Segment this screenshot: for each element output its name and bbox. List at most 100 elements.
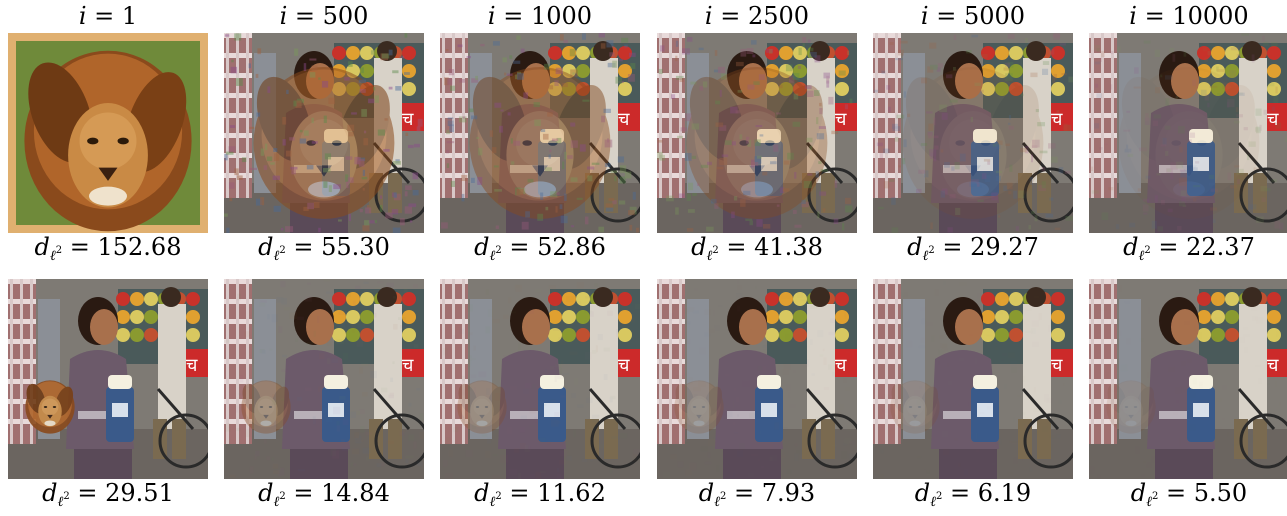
distance-norm-symbol: ℓ bbox=[1146, 494, 1153, 510]
distance-norm-symbol: ℓ bbox=[273, 248, 280, 264]
water-bottle bbox=[538, 129, 566, 196]
bicycle bbox=[156, 388, 208, 469]
distance-norm-symbol: ℓ bbox=[1138, 248, 1145, 264]
bicycle bbox=[372, 388, 424, 469]
image-render: च bbox=[1089, 279, 1287, 479]
svg-text:च: च bbox=[1051, 109, 1063, 130]
adversarial-image-tile: च bbox=[440, 279, 640, 479]
distance-value: 7.93 bbox=[761, 479, 816, 507]
distance-norm-power: 2 bbox=[279, 245, 286, 256]
header-variable: i bbox=[1129, 2, 1137, 30]
distance-norm-power: 2 bbox=[720, 491, 727, 502]
lion-figure bbox=[890, 380, 940, 434]
image-render: च bbox=[873, 279, 1073, 479]
distance-subscript: ℓ2 bbox=[922, 245, 935, 264]
distance-caption: dℓ2 = 152.68 bbox=[1, 233, 215, 270]
distance-caption: dℓ2 = 11.62 bbox=[433, 479, 647, 516]
plaid-person bbox=[657, 279, 685, 444]
distance-equals: = bbox=[934, 233, 971, 261]
distance-symbol: d bbox=[698, 479, 715, 507]
lion-patch bbox=[890, 380, 940, 434]
distance-norm-symbol: ℓ bbox=[930, 494, 937, 510]
svg-text:च: च bbox=[1267, 355, 1279, 376]
bicycle bbox=[805, 388, 857, 469]
image-render: च bbox=[440, 33, 640, 233]
header-variable: i bbox=[920, 2, 929, 30]
lion-patch bbox=[241, 380, 291, 434]
plaid-person bbox=[224, 33, 252, 198]
adversarial-image-tile: च bbox=[224, 33, 424, 233]
bicycle bbox=[1237, 388, 1287, 469]
svg-text:च: च bbox=[618, 109, 630, 130]
distance-subscript: ℓ2 bbox=[707, 245, 719, 264]
noise-layer bbox=[873, 33, 1073, 233]
adversarial-image-tile: च bbox=[657, 279, 857, 479]
adversarial-image-tile: च bbox=[224, 279, 424, 479]
distance-norm-symbol: ℓ bbox=[922, 248, 929, 264]
svg-text:च: च bbox=[186, 355, 198, 376]
plaid-person bbox=[440, 279, 468, 444]
lion-patch bbox=[25, 380, 75, 434]
distance-subscript: ℓ2 bbox=[714, 491, 727, 510]
distance-caption: dℓ2 = 14.84 bbox=[217, 479, 431, 516]
distance-subscript: ℓ2 bbox=[490, 491, 502, 510]
lion-figure bbox=[25, 380, 75, 434]
header-iteration-value: 1000 bbox=[530, 2, 593, 30]
water-bottle bbox=[1187, 375, 1215, 442]
distance-caption: dℓ2 = 41.38 bbox=[650, 233, 864, 270]
distance-equals: = bbox=[1158, 479, 1194, 507]
background-people bbox=[470, 287, 618, 459]
distance-equals: = bbox=[69, 479, 106, 507]
lion-figure bbox=[457, 380, 507, 434]
lion-figure bbox=[1106, 380, 1156, 434]
distance-subscript: ℓ2 bbox=[273, 245, 286, 264]
distance-equals: = bbox=[285, 479, 322, 507]
column-header: i = 10000 bbox=[1089, 2, 1287, 30]
distance-value: 29.27 bbox=[970, 233, 1039, 261]
svg-text:च: च bbox=[835, 355, 847, 376]
background-people bbox=[1119, 41, 1267, 213]
image-render: च bbox=[224, 279, 424, 479]
distance-subscript: ℓ2 bbox=[490, 245, 502, 264]
distance-subscript: ℓ2 bbox=[1146, 491, 1158, 510]
image-render: च bbox=[440, 279, 640, 479]
distance-equals: = bbox=[285, 233, 322, 261]
distance-subscript: ℓ2 bbox=[1138, 245, 1151, 264]
bicycle bbox=[588, 142, 640, 223]
water-bottle bbox=[322, 375, 350, 442]
adversarial-image-tile: च bbox=[873, 279, 1073, 479]
image-render: च bbox=[224, 33, 424, 233]
distance-subscript: ℓ2 bbox=[50, 245, 63, 264]
distance-symbol: d bbox=[1123, 233, 1139, 261]
water-bottle bbox=[971, 375, 999, 442]
distance-symbol: d bbox=[34, 233, 50, 261]
distance-norm-power: 2 bbox=[55, 245, 63, 256]
image-render: च bbox=[8, 279, 208, 479]
distance-norm-symbol: ℓ bbox=[57, 494, 64, 510]
background-people bbox=[254, 287, 402, 459]
plaid-person bbox=[873, 279, 901, 444]
water-bottle bbox=[755, 129, 783, 196]
lion-figure bbox=[902, 67, 1044, 219]
distance-norm-power: 2 bbox=[1144, 245, 1151, 256]
image-render: च bbox=[873, 33, 1073, 233]
noise-layer bbox=[441, 33, 640, 233]
bicycle bbox=[588, 388, 640, 469]
distance-caption: dℓ2 = 22.37 bbox=[1082, 233, 1287, 270]
header-iteration-value: 2500 bbox=[747, 2, 810, 30]
header-equals: = bbox=[1136, 2, 1173, 30]
distance-norm-power: 2 bbox=[712, 245, 719, 256]
water-bottle bbox=[538, 375, 566, 442]
distance-value: 41.38 bbox=[754, 233, 823, 261]
distance-value: 14.84 bbox=[321, 479, 390, 507]
lion-figure bbox=[24, 50, 192, 232]
distance-symbol: d bbox=[1130, 479, 1147, 507]
water-bottle bbox=[1187, 129, 1215, 196]
column-header: i = 1 bbox=[8, 2, 208, 30]
column-header: i = 2500 bbox=[657, 2, 857, 30]
water-bottle bbox=[755, 375, 783, 442]
svg-text:च: च bbox=[618, 355, 630, 376]
header-variable: i bbox=[279, 2, 288, 30]
header-iteration-value: 10000 bbox=[1172, 2, 1249, 30]
distance-value: 22.37 bbox=[1186, 233, 1255, 261]
